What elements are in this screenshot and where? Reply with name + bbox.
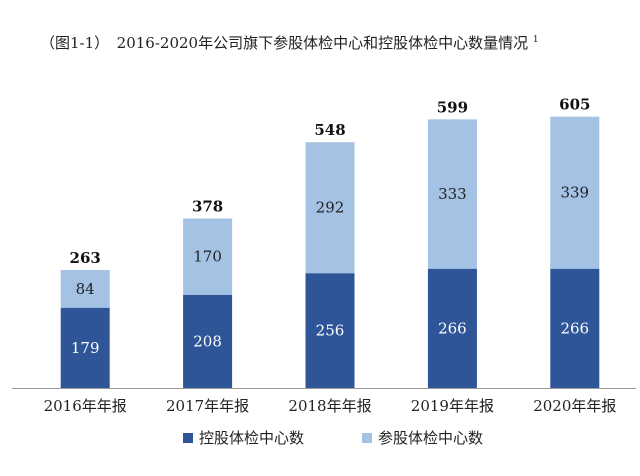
- segment-value-label: 292: [316, 199, 345, 217]
- bar-segment-share-3: [427, 119, 477, 269]
- x-tick-labels: 2016年年报 2017年年报 2018年年报 2019年年报 2020年年报: [44, 397, 617, 415]
- segment-value-label: 266: [560, 319, 589, 337]
- x-tick-label: 2020年年报: [533, 397, 616, 415]
- bar-segment-share-0: [60, 270, 110, 308]
- total-value-label: 599: [437, 98, 468, 116]
- segment-value-label: 208: [193, 332, 222, 350]
- total-value-label: 263: [70, 249, 101, 267]
- bar-segment-holding-4: [550, 268, 600, 388]
- x-tick-label: 2016年年报: [44, 397, 127, 415]
- legend-label-share: 参股体检中心数: [378, 429, 483, 447]
- total-value-label: 605: [559, 96, 590, 114]
- total-value-label: 548: [314, 121, 345, 139]
- segment-value-label: 256: [316, 322, 345, 340]
- segment-value-label: 266: [438, 319, 467, 337]
- legend-label-holding: 控股体检中心数: [199, 429, 304, 447]
- x-tick-label: 2019年年报: [411, 397, 494, 415]
- bar-segment-holding-2: [305, 273, 355, 388]
- legend-swatch-share: [362, 433, 372, 443]
- x-tick-label: 2017年年报: [166, 397, 249, 415]
- bar-segment-holding-0: [60, 307, 110, 388]
- segment-value-label: 84: [76, 280, 95, 298]
- bar-segment-holding-3: [427, 268, 477, 388]
- bars-group: [60, 116, 600, 388]
- chart-title: （图1-1） 2016-2020年公司旗下参股体检中心和控股体检中心数量情况 1: [40, 34, 539, 52]
- segment-value-label: 333: [438, 185, 467, 203]
- chart-title-superscript: 1: [533, 35, 539, 45]
- chart-title-text: （图1-1） 2016-2020年公司旗下参股体检中心和控股体检中心数量情况: [40, 34, 528, 52]
- bar-segment-share-4: [550, 116, 600, 269]
- segment-value-label: 339: [560, 184, 589, 202]
- segment-value-label: 179: [71, 339, 100, 357]
- bar-segment-share-1: [183, 218, 233, 295]
- labels-group: 179 84 263 208 170 378 256 292 548 266 333 599 266 33…: [70, 96, 591, 357]
- bar-segment-holding-1: [183, 294, 233, 388]
- legend: 控股体检中心数 参股体检中心数: [183, 429, 483, 447]
- total-value-label: 378: [192, 197, 223, 215]
- x-tick-label: 2018年年报: [288, 397, 371, 415]
- legend-swatch-holding: [183, 433, 193, 443]
- bar-segment-share-2: [305, 142, 355, 274]
- segment-value-label: 170: [193, 248, 222, 266]
